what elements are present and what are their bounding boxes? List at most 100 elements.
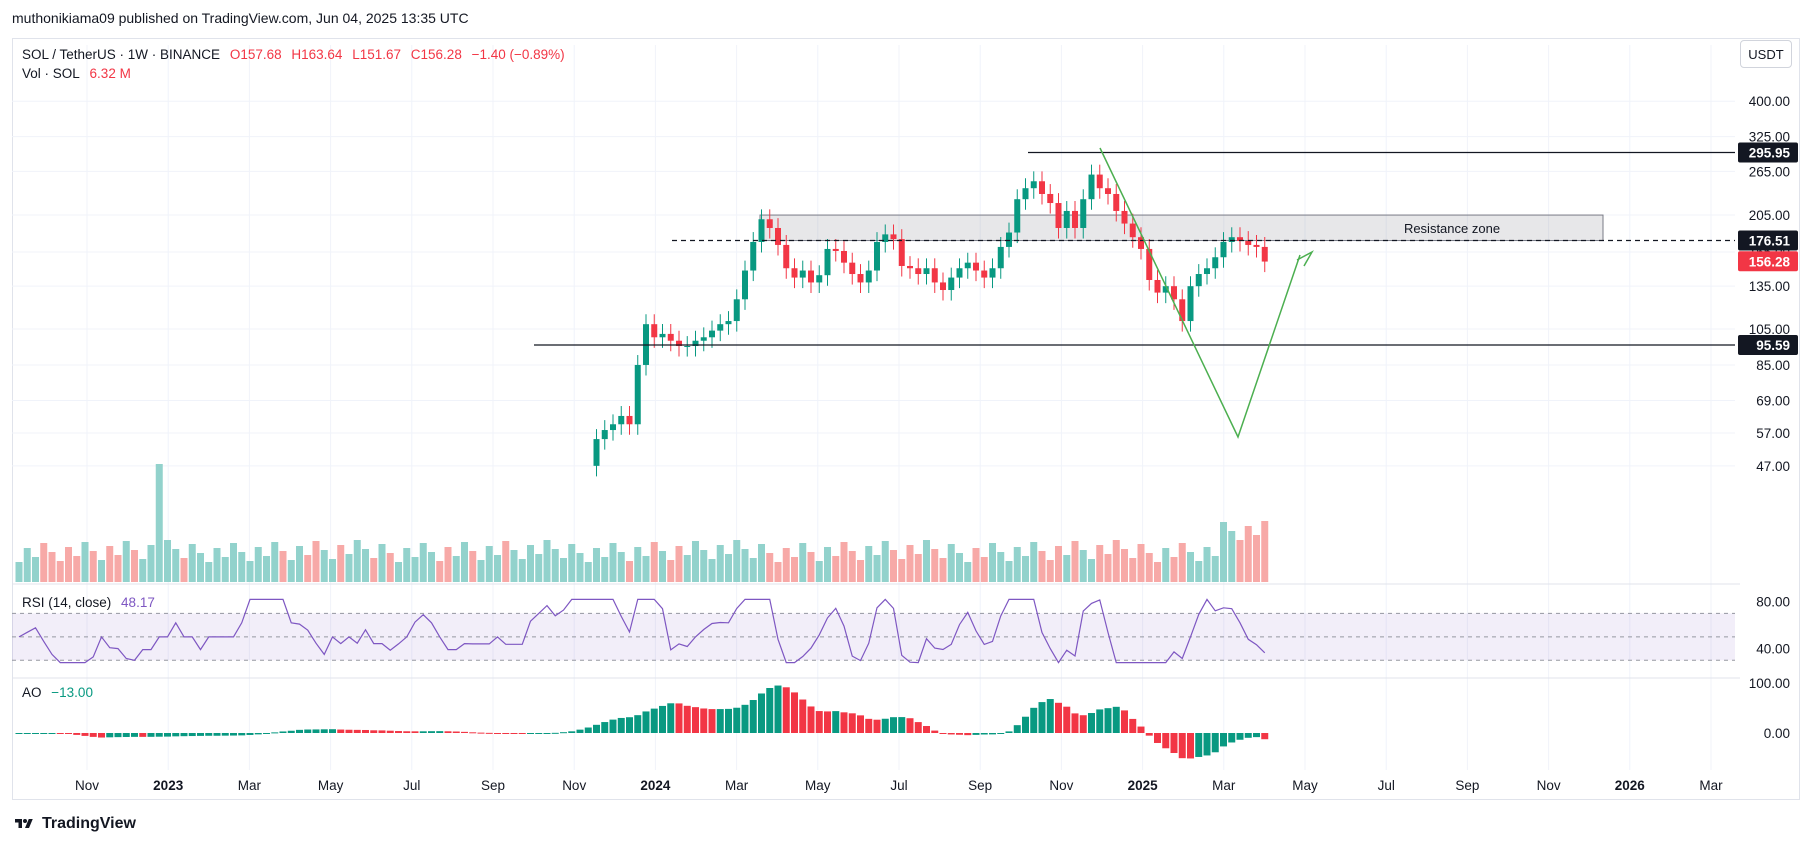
volume-bar [675, 546, 683, 582]
ao-bar [1088, 713, 1095, 733]
volume-bar [857, 560, 864, 582]
tradingview-logo-icon [15, 819, 33, 828]
volume-bar [650, 542, 658, 582]
ao-bar [642, 711, 650, 733]
volume-bar [1063, 555, 1071, 582]
candle-body [659, 333, 666, 338]
candle-body [940, 282, 946, 291]
candle-body [931, 268, 938, 283]
price-label: 156.28 [1749, 254, 1791, 269]
candle-body [1030, 181, 1037, 189]
price-label-box [1738, 230, 1798, 251]
rsi-label: RSI (14, close) [22, 595, 112, 610]
ao-bar [312, 729, 320, 733]
ao-bar [56, 733, 64, 734]
ao-bar [254, 733, 262, 735]
price-tick-label: 105.00 [1749, 322, 1790, 337]
candle-body [651, 324, 658, 338]
candle-body [1171, 286, 1177, 300]
candle-body [1006, 232, 1012, 247]
close-value: C156.28 [410, 47, 462, 62]
volume-bar [989, 543, 996, 582]
drawings [1099, 147, 1314, 439]
ao-bar [65, 733, 72, 734]
ao-bar [560, 732, 567, 734]
candle-body [824, 248, 831, 276]
volume-bar [791, 557, 798, 582]
tradingview-brand[interactable]: TradingView [12, 815, 136, 833]
volume-bar [881, 541, 889, 582]
ao-bar [1236, 733, 1244, 740]
price-tick-label: 205.00 [1749, 208, 1790, 223]
ao-bar [23, 733, 31, 734]
time-tick-label: Mar [1212, 778, 1236, 793]
candle-body [1195, 274, 1202, 287]
volume-bar [890, 550, 897, 582]
ao-bar [461, 731, 468, 733]
ao-bar [947, 733, 955, 735]
time-tick-label: May [318, 778, 344, 793]
volume-bar [122, 541, 130, 582]
price-tick-label: 325.00 [1749, 130, 1790, 145]
resistance-zone-box [759, 214, 1604, 242]
candle-body [1055, 203, 1062, 228]
volume-bar [609, 543, 617, 582]
volume-bar [436, 561, 444, 582]
ao-bar [551, 732, 559, 734]
ao-bar [81, 733, 89, 736]
ao-bar [337, 729, 345, 733]
volume-bar [939, 558, 947, 582]
volume-bar [131, 550, 138, 582]
candle-body [1014, 199, 1021, 233]
ao-bar [188, 733, 196, 737]
volume-bar [1178, 543, 1186, 582]
candle-body [1072, 210, 1078, 228]
volume-bar [378, 544, 386, 582]
volume-bar [370, 558, 378, 582]
ao-bar [527, 733, 534, 734]
ao-bar [725, 708, 732, 733]
ao-bar [1046, 699, 1054, 733]
ao-bar [419, 731, 427, 733]
candle-body [857, 274, 864, 283]
ao-bar [923, 726, 930, 733]
volume-bar [337, 545, 345, 582]
volume-bar [1129, 558, 1137, 582]
price-label: 295.95 [1749, 146, 1791, 161]
volume-bar [502, 541, 510, 582]
candle-body [997, 246, 1004, 269]
candle-body [799, 270, 806, 278]
chart-frame [12, 38, 1800, 800]
time-tick-label: Mar [725, 778, 749, 793]
ao-bar [708, 709, 716, 733]
ao-bar [172, 733, 180, 737]
ao-bar [700, 708, 708, 733]
price-label: 176.51 [1749, 234, 1791, 249]
candle-body [1261, 246, 1268, 262]
v-arrow-head [1296, 250, 1314, 267]
ao-bar [444, 731, 452, 733]
volume-bar [527, 545, 534, 582]
volume-bar [1005, 561, 1013, 582]
volume-bar [642, 556, 650, 582]
ao-bar [48, 733, 56, 734]
ao-bar [824, 711, 831, 733]
volume-bar [1211, 556, 1219, 582]
candle-body [989, 268, 996, 278]
volume-bar [65, 547, 72, 582]
volume-bar [683, 555, 691, 582]
volume-bar [32, 557, 39, 582]
low-value: L151.67 [352, 47, 402, 62]
volume-bar [73, 556, 81, 582]
ao-bar [675, 703, 683, 733]
time-tick-label: Mar [1699, 778, 1723, 793]
ao-bar [815, 711, 823, 733]
ao-bar [865, 718, 873, 733]
currency-button[interactable]: USDT [1740, 40, 1792, 68]
time-tick-label: Sep [968, 778, 992, 793]
ao-bar [568, 731, 576, 733]
candle-body [1088, 174, 1095, 200]
candle-body [1113, 193, 1120, 211]
volume-bar [733, 540, 741, 582]
